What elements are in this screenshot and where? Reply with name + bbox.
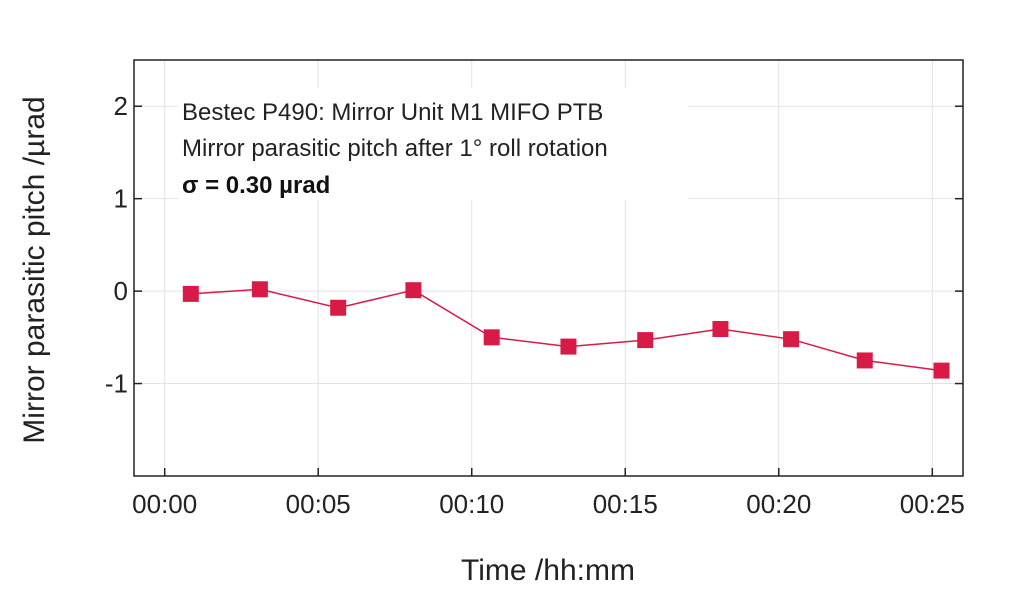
plot-frame — [133, 59, 964, 477]
y-tick-label: 2 — [114, 91, 128, 121]
ticks: 00:00 00:05 00:10 00:15 00:20 00:25 -1 0 1 2 — [105, 91, 965, 519]
data-point — [182, 285, 199, 302]
data-point — [405, 282, 422, 299]
annotation-device: Bestec P490: Mirror Unit M1 MIFO PTB — [182, 99, 603, 126]
y-tick-label: 1 — [114, 184, 128, 214]
annotation-description: Mirror parasitic pitch after 1° roll rot… — [182, 135, 608, 162]
y-tick-label: -1 — [105, 369, 128, 399]
data-point — [712, 321, 729, 338]
x-tick-label: 00:05 — [286, 489, 351, 519]
data-point — [330, 299, 347, 316]
series-line — [190, 288, 942, 372]
data-point — [933, 362, 950, 379]
annotation-sigma: σ = 0.30 µrad — [182, 172, 330, 199]
x-axis-title: Time /hh:mm — [461, 554, 635, 587]
data-point — [783, 331, 800, 348]
data-point — [483, 329, 500, 346]
data-point — [637, 332, 654, 349]
data-point — [251, 281, 268, 298]
y-tick-label: 0 — [114, 276, 128, 306]
x-tick-label: 00:25 — [900, 489, 965, 519]
x-tick-label: 00:10 — [439, 489, 504, 519]
data-point — [856, 352, 873, 369]
series — [182, 281, 950, 379]
annotation-background — [178, 88, 688, 200]
x-tick-label: 00:20 — [746, 489, 811, 519]
x-tick-label: 00:15 — [593, 489, 658, 519]
x-tick-label: 00:00 — [132, 489, 197, 519]
y-axis-title: Mirror parasitic pitch /µrad — [18, 96, 51, 443]
data-point — [560, 338, 577, 355]
